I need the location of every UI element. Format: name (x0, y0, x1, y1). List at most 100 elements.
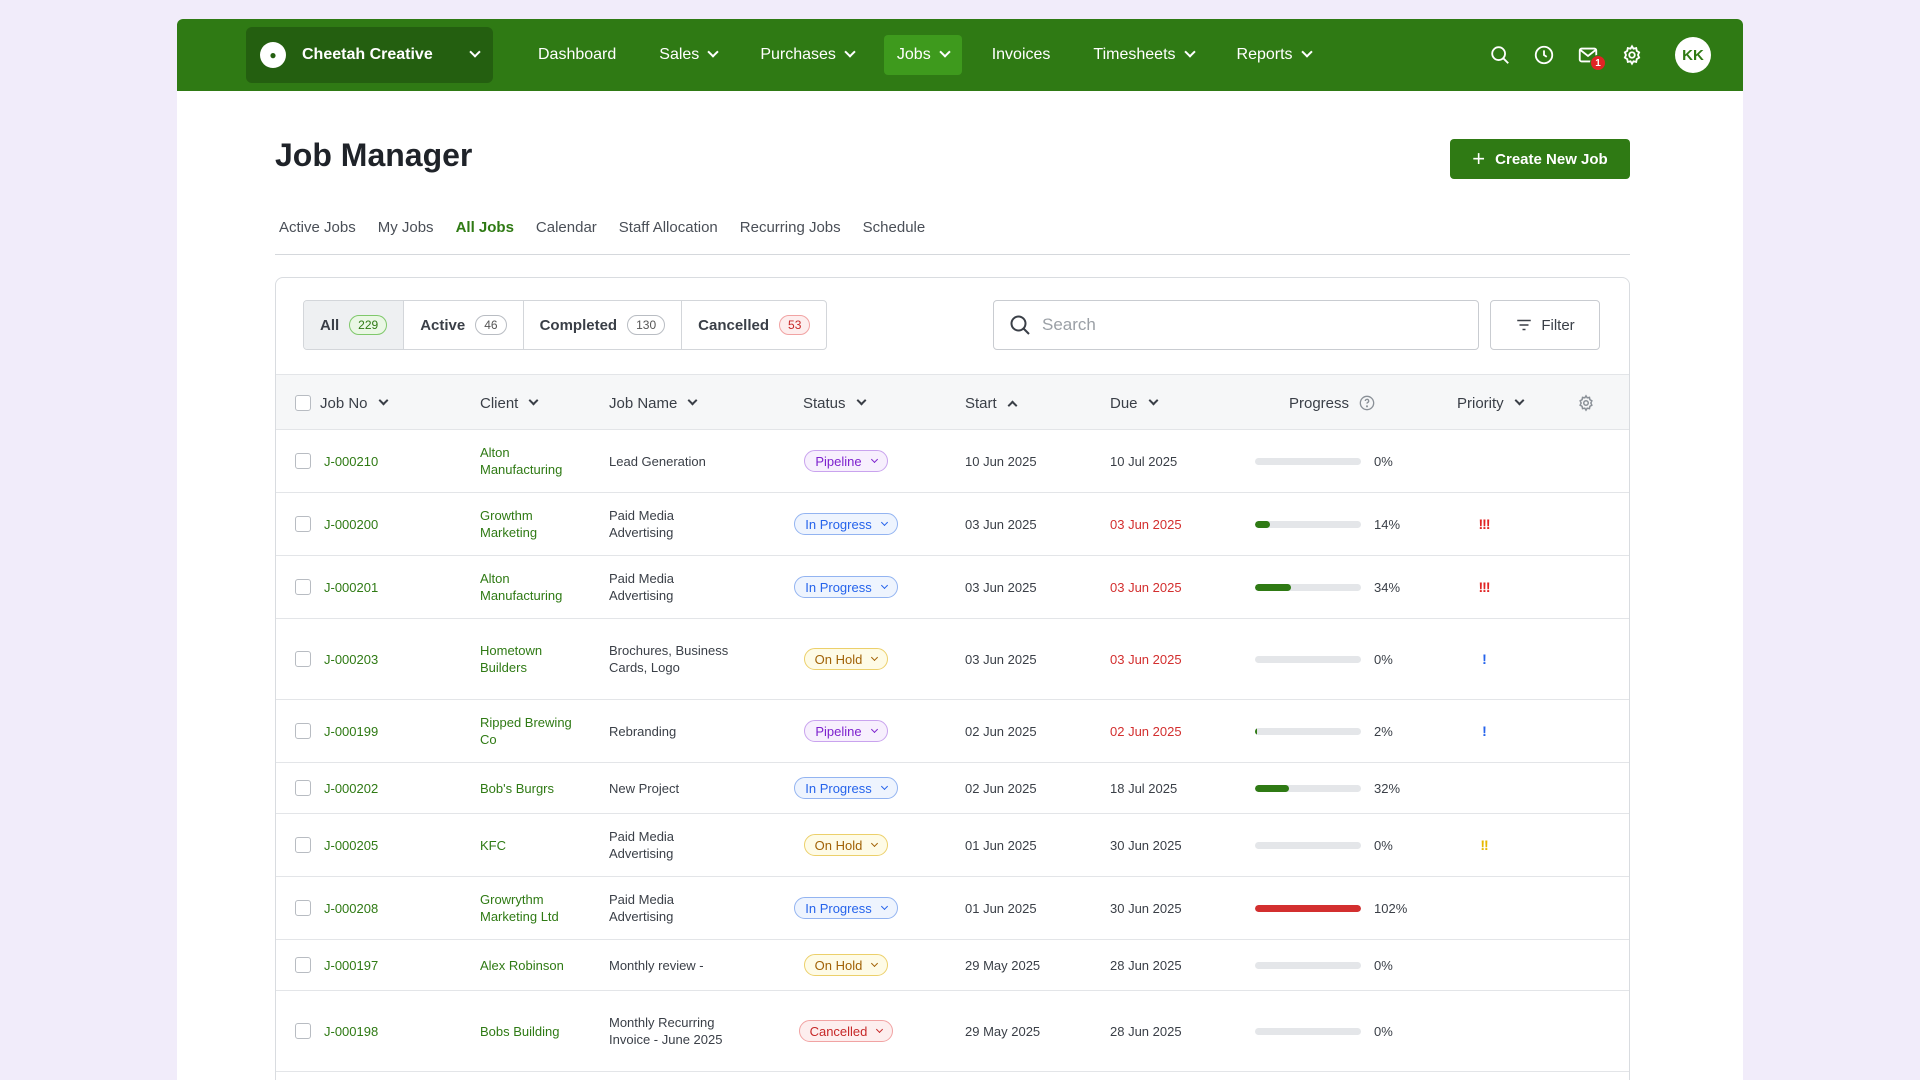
job-number-link[interactable]: J-000203 (324, 651, 379, 667)
nav-item-jobs[interactable]: Jobs (883, 35, 962, 75)
mail-icon[interactable]: 1 (1574, 41, 1606, 71)
row-checkbox[interactable] (295, 619, 311, 699)
client-link-cell: Alton Manufacturing (480, 430, 590, 492)
table-row[interactable]: J-000205 KFC Paid Media Advertising On Hold… (276, 814, 1629, 877)
nav-item-dashboard[interactable]: Dashboard (525, 35, 629, 75)
search-input[interactable] (1042, 315, 1442, 335)
col-due[interactable]: Due (1110, 375, 1158, 431)
checkbox[interactable] (295, 516, 311, 532)
col-priority[interactable]: Priority (1457, 375, 1525, 431)
tab-active-jobs[interactable]: Active Jobs (279, 219, 356, 236)
row-checkbox[interactable] (295, 493, 311, 555)
table-row[interactable]: J-000202 Bob's Burgrs New Project In Progre… (276, 763, 1629, 814)
row-checkbox[interactable] (295, 940, 311, 990)
checkbox[interactable] (295, 579, 311, 595)
col-job-name[interactable]: Job Name (609, 375, 698, 431)
tab-schedule[interactable]: Schedule (862, 219, 926, 236)
client-link[interactable]: Bob's Burgrs (480, 780, 555, 796)
job-number-link[interactable]: J-000197 (324, 957, 379, 973)
client-link[interactable]: Ripped Brewing Co (480, 715, 572, 747)
client-link[interactable]: KFC (480, 837, 506, 853)
status-dropdown[interactable]: Pipeline (804, 720, 888, 742)
avatar[interactable]: KK (1675, 37, 1711, 73)
tab-all-jobs[interactable]: All Jobs (455, 219, 514, 236)
select-all-checkbox[interactable] (295, 375, 311, 431)
row-checkbox[interactable] (295, 814, 311, 876)
filter-button[interactable]: Filter (1490, 300, 1600, 350)
table-row[interactable]: J-000199 Ripped Brewing Co Rebranding Pipel… (276, 700, 1629, 763)
status-dropdown[interactable]: On Hold (803, 834, 889, 856)
tab-recurring-jobs[interactable]: Recurring Jobs (739, 219, 841, 236)
row-checkbox[interactable] (295, 991, 311, 1071)
table-row[interactable]: J-000201 Alton Manufacturing Paid Media Ad… (276, 556, 1629, 619)
checkbox[interactable] (295, 900, 311, 916)
checkbox[interactable] (295, 1023, 311, 1039)
search-box[interactable] (993, 300, 1479, 350)
job-number-link[interactable]: J-000205 (324, 837, 379, 853)
row-checkbox[interactable] (295, 430, 311, 492)
search-icon[interactable] (1486, 41, 1514, 69)
table-row[interactable]: J-000210 Alton Manufacturing Lead Generati… (276, 430, 1629, 493)
nav-item-purchases[interactable]: Purchases (747, 35, 867, 75)
row-checkbox[interactable] (295, 877, 311, 939)
status-dropdown[interactable]: Pipeline (804, 450, 888, 472)
segment-cancelled[interactable]: Cancelled 53 (682, 301, 826, 349)
table-row[interactable]: J-000200 Growthm Marketing Paid Media Adve… (276, 493, 1629, 556)
clock-icon[interactable] (1530, 41, 1558, 69)
checkbox[interactable] (295, 957, 311, 973)
col-progress[interactable]: Progress (1289, 375, 1375, 431)
checkbox[interactable] (295, 651, 311, 667)
job-number-link[interactable]: J-000201 (324, 579, 379, 595)
client-link[interactable]: Growthm Marketing (480, 508, 538, 540)
col-start[interactable]: Start (965, 375, 1018, 431)
segment-all[interactable]: All 229 (304, 301, 405, 349)
col-job-no[interactable]: Job No (320, 375, 388, 431)
help-icon[interactable] (1359, 395, 1375, 411)
checkbox[interactable] (295, 453, 311, 469)
status-dropdown[interactable]: In Progress (794, 576, 898, 598)
job-number-link[interactable]: J-000200 (324, 516, 379, 532)
create-new-job-button[interactable]: + Create New Job (1450, 139, 1630, 179)
job-number-link[interactable]: J-000198 (324, 1023, 379, 1039)
column-settings-gear-icon[interactable] (1577, 375, 1595, 431)
job-number-link[interactable]: J-000199 (324, 723, 379, 739)
checkbox[interactable] (295, 723, 311, 739)
tab-my-jobs[interactable]: My Jobs (377, 219, 434, 236)
status-dropdown[interactable]: On Hold (803, 648, 889, 670)
job-number-link[interactable]: J-000208 (324, 900, 379, 916)
checkbox[interactable] (295, 837, 311, 853)
tab-calendar[interactable]: Calendar (535, 219, 597, 236)
table-row[interactable]: J-000198 Bobs Building Monthly Recurring I… (276, 991, 1629, 1072)
tab-staff-allocation[interactable]: Staff Allocation (618, 219, 718, 236)
client-link[interactable]: Bobs Building (480, 1023, 560, 1039)
checkbox[interactable] (295, 780, 311, 796)
status-dropdown[interactable]: On Hold (803, 954, 889, 976)
nav-item-reports[interactable]: Reports (1224, 35, 1324, 75)
nav-item-sales[interactable]: Sales (646, 35, 730, 75)
row-checkbox[interactable] (295, 556, 311, 618)
table-row[interactable]: J-000203 Hometown Builders Brochures, Busi… (276, 619, 1629, 700)
col-client[interactable]: Client (480, 375, 539, 431)
status-dropdown[interactable]: In Progress (794, 513, 898, 535)
status-dropdown[interactable]: In Progress (794, 897, 898, 919)
nav-item-timesheets[interactable]: Timesheets (1080, 35, 1206, 75)
client-link[interactable]: Hometown Builders (480, 643, 543, 675)
col-status[interactable]: Status (803, 375, 866, 431)
row-checkbox[interactable] (295, 763, 311, 813)
nav-item-invoices[interactable]: Invoices (979, 35, 1064, 75)
table-row[interactable]: J-000197 Alex Robinson Monthly review - On … (276, 940, 1629, 991)
status-dropdown[interactable]: In Progress (794, 777, 898, 799)
segment-active[interactable]: Active 46 (404, 301, 524, 349)
client-link[interactable]: Growrythm Marketing Ltd (480, 892, 559, 924)
client-link[interactable]: Alex Robinson (480, 957, 564, 973)
job-number-link[interactable]: J-000202 (324, 780, 379, 796)
gear-icon[interactable] (1618, 41, 1646, 69)
job-number-link[interactable]: J-000210 (324, 453, 379, 469)
row-checkbox[interactable] (295, 700, 311, 762)
table-row[interactable]: J-000208 Growrythm Marketing Ltd Paid Medi… (276, 877, 1629, 940)
status-dropdown[interactable]: Cancelled (798, 1020, 894, 1042)
client-link[interactable]: Alton Manufacturing (480, 445, 563, 477)
org-switcher[interactable]: ● Cheetah Creative (246, 27, 493, 83)
segment-completed[interactable]: Completed 130 (524, 301, 683, 349)
client-link[interactable]: Alton Manufacturing (480, 571, 563, 603)
